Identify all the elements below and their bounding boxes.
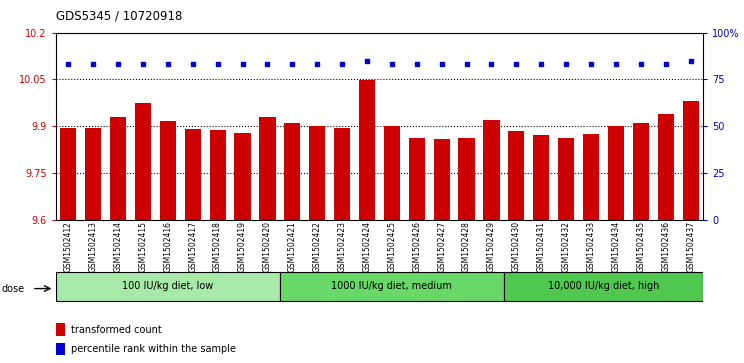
Bar bbox=[434, 139, 450, 220]
Bar bbox=[558, 138, 574, 220]
Bar bbox=[658, 114, 674, 220]
Text: 10,000 IU/kg diet, high: 10,000 IU/kg diet, high bbox=[548, 281, 659, 291]
Bar bbox=[508, 131, 525, 220]
FancyBboxPatch shape bbox=[56, 272, 280, 301]
Bar bbox=[309, 126, 325, 220]
Bar bbox=[234, 133, 251, 220]
Bar bbox=[484, 120, 499, 220]
Text: 100 IU/kg diet, low: 100 IU/kg diet, low bbox=[122, 281, 214, 291]
Bar bbox=[608, 126, 624, 220]
Text: percentile rank within the sample: percentile rank within the sample bbox=[71, 344, 236, 354]
Bar bbox=[160, 122, 176, 220]
Bar bbox=[210, 130, 225, 220]
Bar bbox=[583, 134, 599, 220]
FancyBboxPatch shape bbox=[280, 272, 504, 301]
Bar bbox=[682, 101, 699, 220]
Bar bbox=[408, 138, 425, 220]
Bar bbox=[60, 128, 77, 220]
Bar bbox=[533, 135, 549, 220]
Bar bbox=[334, 129, 350, 220]
Bar bbox=[260, 117, 275, 220]
Bar bbox=[135, 103, 151, 220]
Text: GDS5345 / 10720918: GDS5345 / 10720918 bbox=[56, 9, 182, 22]
Bar bbox=[284, 123, 301, 220]
Bar bbox=[185, 129, 201, 220]
Bar bbox=[359, 80, 375, 220]
Bar bbox=[110, 117, 126, 220]
Text: 1000 IU/kg diet, medium: 1000 IU/kg diet, medium bbox=[331, 281, 452, 291]
Text: transformed count: transformed count bbox=[71, 325, 161, 335]
FancyBboxPatch shape bbox=[504, 272, 703, 301]
Bar bbox=[56, 343, 65, 355]
Text: dose: dose bbox=[1, 284, 25, 294]
Bar bbox=[458, 138, 475, 220]
Bar bbox=[632, 123, 649, 220]
Bar bbox=[56, 323, 65, 336]
Bar bbox=[384, 126, 400, 220]
Bar bbox=[85, 129, 101, 220]
